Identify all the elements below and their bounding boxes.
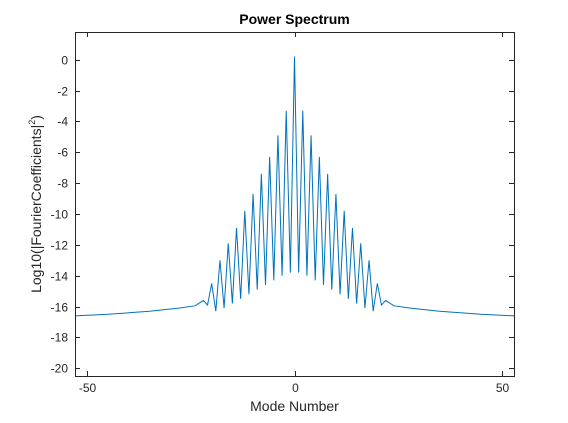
- y-tick-label: -8: [57, 177, 68, 191]
- y-tick-label: -4: [57, 115, 68, 129]
- y-tick-label: -18: [51, 331, 69, 345]
- x-tick-label: -50: [79, 381, 97, 395]
- y-axis-label-main: Log10(|FourierCoefficients|: [28, 125, 44, 293]
- y-axis-label: Log10(|FourierCoefficients|2): [27, 115, 44, 293]
- y-tick-label: -12: [51, 239, 69, 253]
- axes-box: [75, 32, 515, 377]
- y-tick-label: -2: [57, 85, 68, 99]
- x-tick-label: 50: [496, 381, 510, 395]
- y-tick-label: -14: [51, 270, 69, 284]
- y-tick-label: -16: [51, 301, 69, 315]
- series-line: [74, 56, 515, 317]
- chart-title: Power Spectrum: [239, 11, 349, 27]
- x-axis-label: Mode Number: [250, 398, 339, 414]
- x-tick-label: 0: [292, 381, 299, 395]
- y-axis-label-tail: ): [28, 115, 44, 120]
- y-axis-label-superscript: 2: [27, 120, 37, 125]
- y-tick-label: -6: [57, 146, 68, 160]
- plot-area: [75, 32, 514, 376]
- y-tick-label: 0: [61, 54, 68, 68]
- y-tick-label: -10: [51, 208, 69, 222]
- y-tick-label: -20: [51, 362, 69, 376]
